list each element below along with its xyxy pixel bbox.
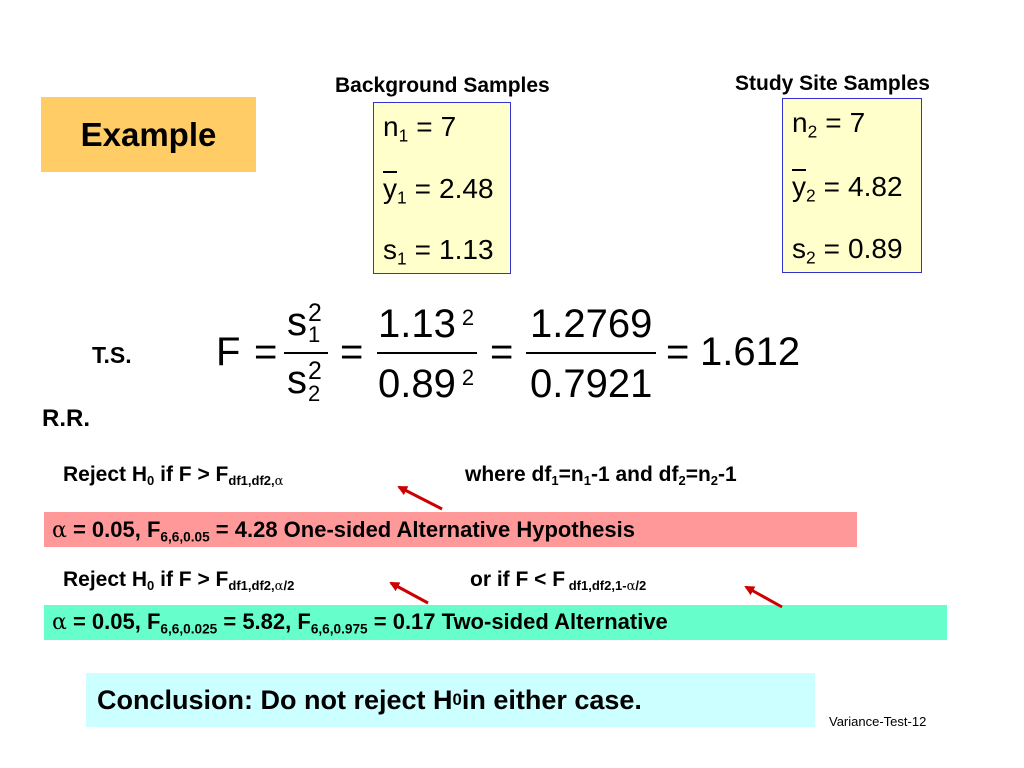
example-text: Example xyxy=(80,115,217,153)
study-y-line: y2 = 4.82 xyxy=(792,171,903,206)
formula-f: F xyxy=(216,330,241,374)
fraction-s1-squared: s2 xyxy=(287,300,322,344)
denominator-2: 0.7921 xyxy=(530,362,653,406)
example-label: Example xyxy=(41,97,256,172)
denominator-1: 0.89 2 xyxy=(378,362,475,406)
arrow-to-upper-critical-one-sided xyxy=(397,485,443,511)
formula-result: 1.612 xyxy=(700,330,801,374)
fraction-bar-1 xyxy=(284,352,328,354)
s2-subscript: 2 xyxy=(308,381,321,406)
study-samples-title: Study Site Samples xyxy=(735,72,930,95)
fraction-bar-2 xyxy=(377,352,477,354)
two-sided-band: α = 0.05, F6,6,0.025 = 5.82, F6,6,0.975 … xyxy=(44,605,947,640)
formula-equals-4: = xyxy=(666,330,690,374)
df-definition: where df1=n1-1 and df2=n2-1 xyxy=(465,463,737,489)
numerator-2: 1.2769 xyxy=(530,302,653,346)
numerator-1: 1.13 2 xyxy=(378,302,475,346)
one-sided-band: α = 0.05, F6,6,0.05 = 4.28 One-sided Alt… xyxy=(44,512,857,547)
formula-equals-3: = xyxy=(490,330,514,374)
arrow-to-lower-critical xyxy=(744,585,783,609)
study-n-line: n2 = 7 xyxy=(792,107,866,142)
ts-label: T.S. xyxy=(92,342,132,368)
formula-equals-2: = xyxy=(340,330,364,374)
study-samples-box: n2 = 7 y2 = 4.82 s2 = 0.89 xyxy=(782,98,922,273)
slide-number: Variance-Test-12 xyxy=(829,714,927,729)
background-s-line: s1 = 1.13 xyxy=(383,234,494,269)
background-samples-title: Background Samples xyxy=(335,74,550,97)
reject-rule-one-sided: Reject H0 if F > Fdf1,df2,α xyxy=(63,463,284,490)
rr-label: R.R. xyxy=(42,405,90,432)
fraction-bar-3 xyxy=(526,352,656,354)
fraction-s2-squared: s2 xyxy=(287,358,322,402)
background-samples-box: n1 = 7 y1 = 2.48 s1 = 1.13 xyxy=(373,102,511,274)
formula-equals-1: = xyxy=(254,330,278,374)
s1-subscript: 1 xyxy=(308,322,321,347)
arrow-to-upper-critical-two-sided xyxy=(389,581,429,605)
background-n-line: n1 = 7 xyxy=(383,111,457,146)
reject-rule-lower-tail: or if F < F df1,df2,1-α/2 xyxy=(470,568,647,595)
study-s-line: s2 = 0.89 xyxy=(792,233,903,268)
reject-rule-two-sided: Reject H0 if F > Fdf1,df2,α/2 xyxy=(63,568,295,595)
background-y-line: y1 = 2.48 xyxy=(383,173,494,208)
